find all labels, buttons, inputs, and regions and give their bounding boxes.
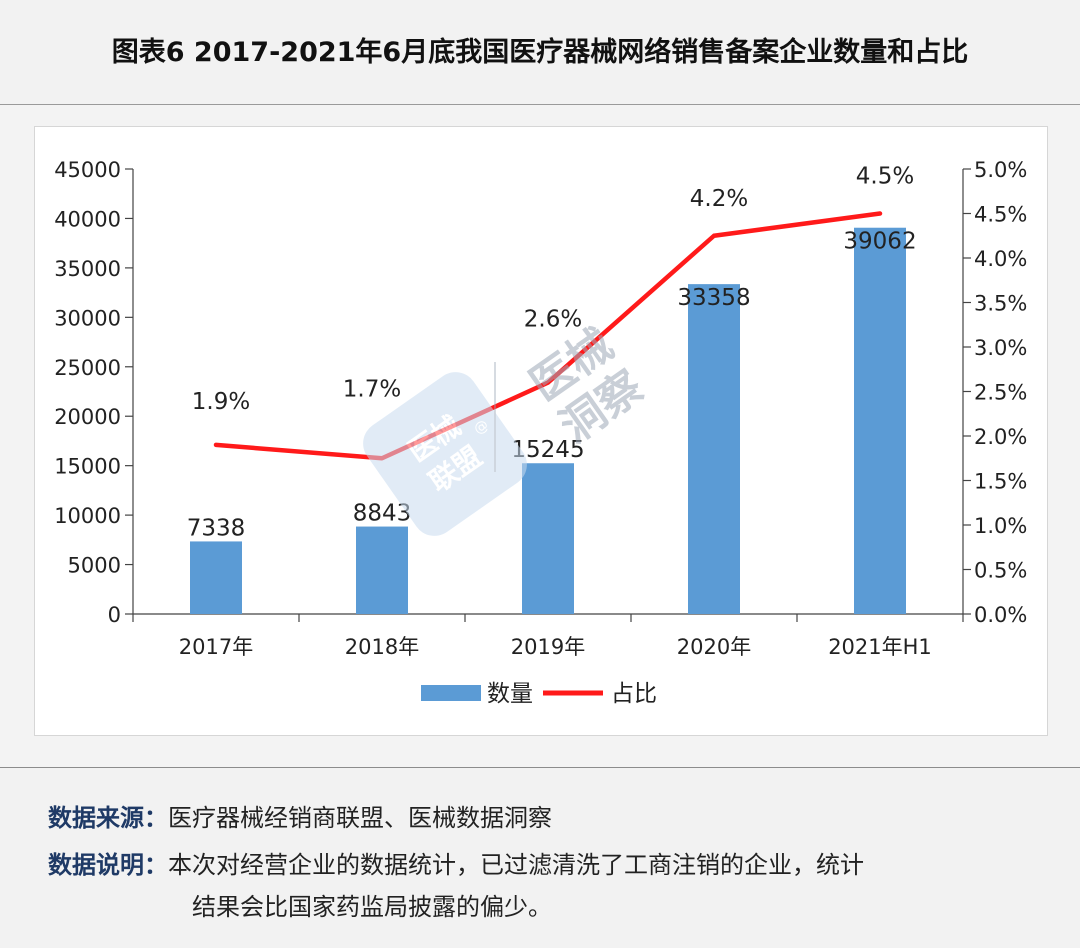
chart-panel: 0 5000 10000 15000 20000 25000 30000 35000 40000… [34, 126, 1048, 736]
line-series-share [213, 211, 883, 461]
source-note: 数据来源：医疗器械经销商联盟、医械数据洞察 [48, 798, 552, 838]
right-tick-label: 3.5% [974, 292, 1027, 316]
explain-text-line1: 本次对经营企业的数据统计，已过滤清洗了工商注销的企业，统计 [168, 851, 864, 879]
legend-line-label: 占比 [611, 681, 657, 707]
header: 图表6 2017-2021年6月底我国医疗器械网络销售备案企业数量和占比 [0, 0, 1080, 105]
chart-title: 图表6 2017-2021年6月底我国医疗器械网络销售备案企业数量和占比 [111, 37, 969, 68]
source-label: 数据来源： [48, 804, 168, 832]
source-text: 医疗器械经销商联盟、医械数据洞察 [168, 804, 552, 832]
x-tick-label: 2021年H1 [828, 635, 932, 659]
x-tick-label: 2018年 [345, 635, 419, 659]
bar-value-label: 39062 [843, 229, 916, 255]
right-tick-label: 1.0% [974, 514, 1027, 538]
right-tick-label: 2.0% [974, 425, 1027, 449]
left-tick-label: 35000 [54, 257, 121, 281]
x-tick-label: 2019年 [511, 635, 585, 659]
right-tick-label: 1.5% [974, 470, 1027, 494]
line-value-label: 1.9% [192, 389, 250, 415]
watermark-badge [363, 372, 527, 536]
right-tick-label: 4.0% [974, 247, 1027, 271]
bar-5 [854, 227, 906, 614]
left-tick-label: 5000 [68, 554, 121, 578]
line-value-label: 4.2% [690, 186, 748, 212]
bar-value-label: 33358 [677, 285, 750, 311]
left-tick-label: 25000 [54, 356, 121, 380]
explain-label: 数据说明： [48, 851, 168, 879]
bar-2 [356, 526, 408, 614]
bar-value-label: 7338 [187, 515, 246, 541]
left-tick-label: 30000 [54, 306, 121, 330]
line-value-label: 4.5% [856, 164, 914, 190]
left-tick-label: 15000 [54, 455, 121, 479]
bar-4 [688, 284, 740, 614]
left-tick-label: 40000 [54, 207, 121, 231]
bar-3 [522, 463, 574, 614]
left-tick-label: 45000 [54, 158, 121, 182]
line-value-label: 2.6% [524, 307, 582, 333]
right-tick-label: 5.0% [974, 158, 1027, 182]
left-tick-label: 10000 [54, 504, 121, 528]
combo-chart: 0 5000 10000 15000 20000 25000 30000 35000 40000… [54, 158, 1027, 707]
notes-footer: 数据来源：医疗器械经销商联盟、医械数据洞察 数据说明：本次对经营企业的数据统计，… [0, 767, 1080, 948]
legend-bar-swatch [421, 685, 481, 701]
left-tick-label: 20000 [54, 405, 121, 429]
x-tick-label: 2020年 [677, 635, 751, 659]
explain-note: 数据说明：本次对经营企业的数据统计，已过滤清洗了工商注销的企业，统计 [48, 845, 864, 885]
explain-text-line2: 结果会比国家药监局披露的偏少。 [192, 893, 552, 921]
bar-1 [190, 541, 242, 614]
right-tick-label: 0.0% [974, 603, 1027, 627]
right-tick-label: 4.5% [974, 203, 1027, 227]
right-tick-label: 2.5% [974, 381, 1027, 405]
left-tick-label: 0 [108, 603, 121, 627]
right-tick-label: 0.5% [974, 559, 1027, 583]
legend-bar-label: 数量 [487, 681, 533, 707]
x-tick-label: 2017年 [179, 635, 253, 659]
right-tick-label: 3.0% [974, 336, 1027, 360]
line-value-label: 1.7% [343, 376, 401, 402]
